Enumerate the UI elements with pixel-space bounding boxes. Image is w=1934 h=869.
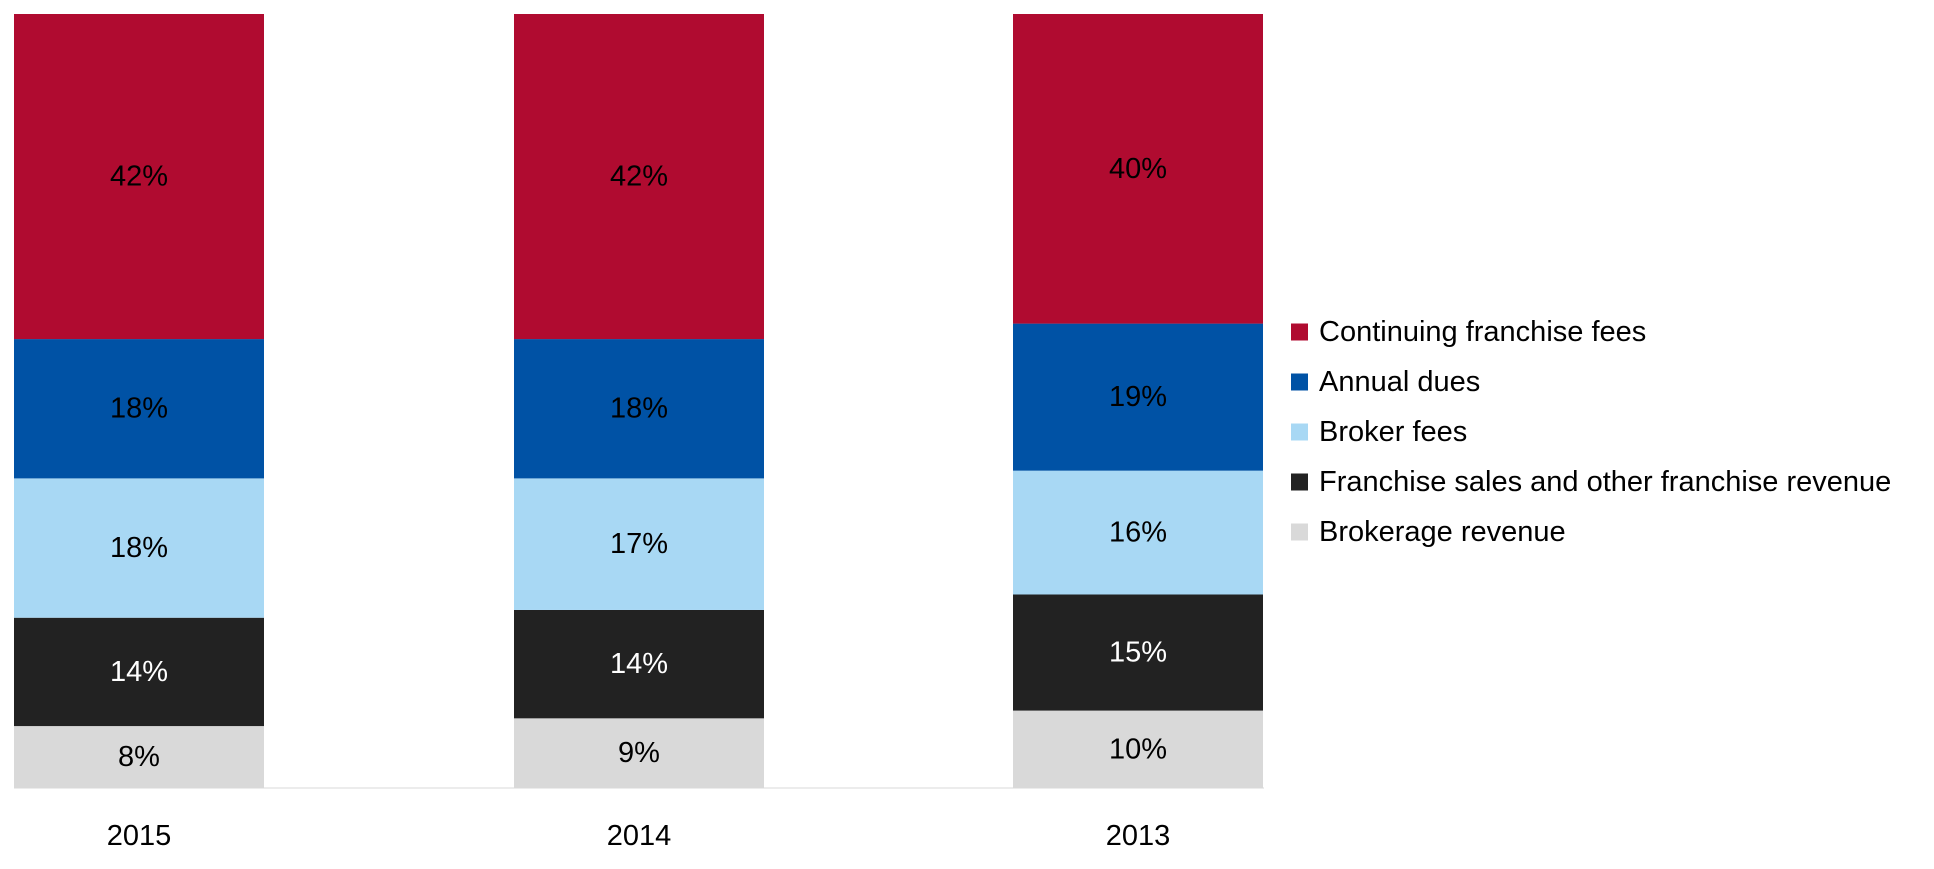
data-label-2013-broker-fees: 16%	[1109, 517, 1167, 549]
data-labels-layer: 8% 14% 18% 18% 42% 9% 14% 17% 18% 42% 10% 15% 16% 19%…	[110, 153, 1167, 773]
legend-label-continuing-franchise-fees: Continuing franchise fees	[1319, 316, 1646, 348]
bar-2014-franchise-sales-and-other-franchise-revenue	[514, 609, 764, 719]
bar-2013-franchise-sales-and-other-franchise-revenue	[1013, 594, 1263, 711]
bar-2015-annual-dues	[14, 339, 264, 479]
bar-2015-broker-fees	[14, 478, 264, 618]
bar-2013-broker-fees	[1013, 470, 1263, 595]
legend-label-broker-fees: Broker fees	[1319, 416, 1467, 448]
bar-2014-continuing-franchise-fees	[514, 14, 764, 340]
x-tick-label-2015: 2015	[107, 820, 172, 852]
legend-label-brokerage-revenue: Brokerage revenue	[1319, 516, 1566, 548]
bar-2014-brokerage-revenue	[514, 718, 764, 788]
legend-item-annual-dues: Annual dues	[1291, 366, 1480, 398]
legend-item-brokerage-revenue: Brokerage revenue	[1291, 516, 1566, 548]
bar-2015-brokerage-revenue	[14, 726, 264, 788]
legend-swatch-franchise-sales-and-other-franchise-revenue	[1291, 473, 1308, 491]
data-label-2014-brokerage-revenue: 9%	[618, 737, 660, 769]
data-label-2014-broker-fees: 17%	[610, 528, 668, 560]
data-label-2013-franchise-sales-and-other-franchise-revenue: 15%	[1109, 637, 1167, 669]
data-label-2015-annual-dues: 18%	[110, 393, 168, 425]
x-tick-labels: 2015 2014 2013	[107, 820, 1171, 852]
legend-item-continuing-franchise-fees: Continuing franchise fees	[1291, 316, 1646, 348]
x-tick-label-2013: 2013	[1106, 820, 1171, 852]
data-label-2014-continuing-franchise-fees: 42%	[610, 161, 668, 193]
legend-item-franchise-sales-and-other-franchise-revenue: Franchise sales and other franchise reve…	[1291, 466, 1891, 498]
bar-2014-broker-fees	[514, 478, 764, 610]
legend-item-broker-fees: Broker fees	[1291, 416, 1467, 448]
legend-swatch-annual-dues	[1291, 373, 1308, 391]
bar-2013-annual-dues	[1013, 323, 1263, 471]
data-label-2015-brokerage-revenue: 8%	[118, 741, 160, 773]
bar-2015-franchise-sales-and-other-franchise-revenue	[14, 617, 264, 727]
legend-swatch-broker-fees	[1291, 423, 1308, 441]
data-label-2013-continuing-franchise-fees: 40%	[1109, 153, 1167, 185]
data-label-2013-annual-dues: 19%	[1109, 381, 1167, 413]
bar-2014-annual-dues	[514, 339, 764, 479]
legend: Continuing franchise fees Annual dues Brok…	[1291, 316, 1891, 548]
legend-swatch-continuing-franchise-fees	[1291, 323, 1308, 341]
legend-swatch-brokerage-revenue	[1291, 523, 1308, 541]
data-label-2014-franchise-sales-and-other-franchise-revenue: 14%	[610, 648, 668, 680]
bars-layer	[14, 14, 1263, 788]
data-label-2013-brokerage-revenue: 10%	[1109, 733, 1167, 765]
bar-2013-continuing-franchise-fees	[1013, 14, 1263, 324]
data-label-2015-franchise-sales-and-other-franchise-revenue: 14%	[110, 656, 168, 688]
legend-label-franchise-sales-and-other-franchise-revenue: Franchise sales and other franchise reve…	[1319, 466, 1891, 498]
data-label-2015-broker-fees: 18%	[110, 532, 168, 564]
data-label-2015-continuing-franchise-fees: 42%	[110, 161, 168, 193]
x-tick-label-2014: 2014	[607, 820, 672, 852]
bar-2015-continuing-franchise-fees	[14, 14, 264, 340]
bar-2013-brokerage-revenue	[1013, 710, 1263, 788]
data-label-2014-annual-dues: 18%	[610, 393, 668, 425]
legend-label-annual-dues: Annual dues	[1319, 366, 1480, 398]
